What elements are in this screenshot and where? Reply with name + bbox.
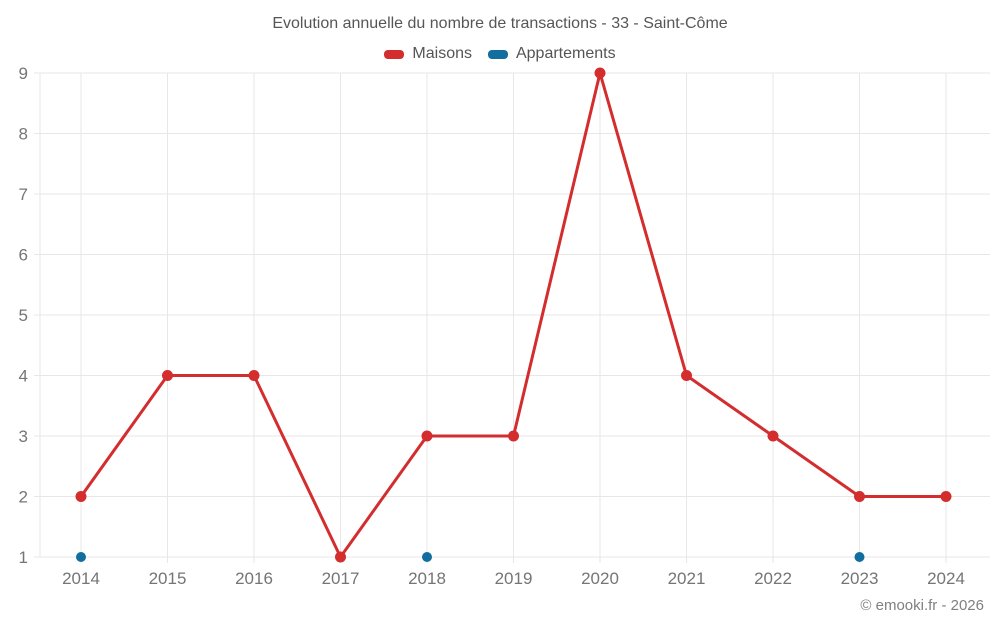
data-point-marker[interactable] (421, 430, 433, 442)
y-axis-tick-label: 9 (19, 64, 28, 83)
data-point-marker[interactable] (508, 430, 519, 442)
y-axis-tick-label: 6 (19, 246, 28, 265)
appartements-series-swatch-icon (487, 49, 508, 59)
data-point-marker[interactable] (854, 491, 865, 502)
x-axis-tick-label: 2016 (235, 569, 273, 588)
data-point-marker[interactable] (594, 67, 606, 79)
chart-title: Evolution annuelle du nombre de transact… (272, 15, 728, 32)
x-axis-tick-label: 2015 (149, 569, 187, 588)
data-point-marker[interactable] (248, 370, 260, 381)
series-maisons (75, 67, 952, 563)
gridlines (34, 72, 990, 563)
data-point-marker[interactable] (681, 370, 692, 381)
x-axis-tick-label: 2017 (322, 569, 360, 588)
x-axis-tick-label: 2021 (668, 569, 706, 588)
data-point-marker[interactable] (422, 552, 432, 562)
y-axis-tick-label: 3 (19, 427, 28, 446)
series-appartements (76, 552, 865, 562)
x-axis-tick-label: 2020 (581, 569, 619, 588)
data-point-marker[interactable] (76, 552, 86, 562)
data-point-marker[interactable] (854, 552, 865, 562)
x-axis-tick-label: 2014 (62, 569, 100, 588)
x-axis-tick-label: 2019 (495, 569, 533, 588)
chart-legend: Maisons Appartements (0, 45, 1000, 63)
maisons-series-swatch-icon (384, 49, 405, 59)
y-axis-tick-label: 1 (19, 548, 28, 567)
data-point-marker[interactable] (767, 430, 779, 442)
x-axis-tick-label: 2022 (754, 569, 792, 588)
y-axis-tick-label: 4 (19, 367, 28, 386)
legend-item-maisons[interactable]: Maisons (384, 45, 472, 63)
y-axis-tick-label: 8 (19, 125, 28, 144)
x-axis-tick-label: 2023 (841, 569, 879, 588)
data-point-marker[interactable] (335, 551, 346, 563)
y-axis-tick-label: 7 (19, 185, 28, 204)
y-axis-tick-label: 5 (19, 306, 28, 325)
data-point-marker[interactable] (75, 491, 87, 502)
x-axis-tick-label: 2018 (408, 569, 446, 588)
legend-label-maisons: Maisons (412, 45, 472, 62)
x-axis-tick-label: 2024 (927, 569, 965, 588)
legend-label-appartements: Appartements (515, 45, 616, 62)
y-axis-tick-label: 2 (19, 488, 28, 507)
data-point-marker[interactable] (940, 491, 952, 502)
credits-link[interactable]: © emooki.fr - 2026 (860, 597, 984, 614)
data-point-marker[interactable] (162, 370, 173, 381)
legend-item-appartements[interactable]: Appartements (487, 45, 616, 63)
axis-labels: 1 2 3 4 5 6 7 8 9 2014 2015 2016 2017 2018 2019 2020 202… (19, 64, 965, 588)
